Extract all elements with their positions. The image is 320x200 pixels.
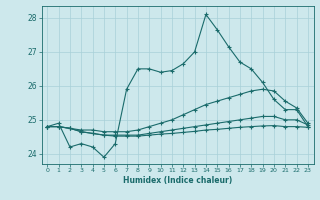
X-axis label: Humidex (Indice chaleur): Humidex (Indice chaleur) <box>123 176 232 185</box>
